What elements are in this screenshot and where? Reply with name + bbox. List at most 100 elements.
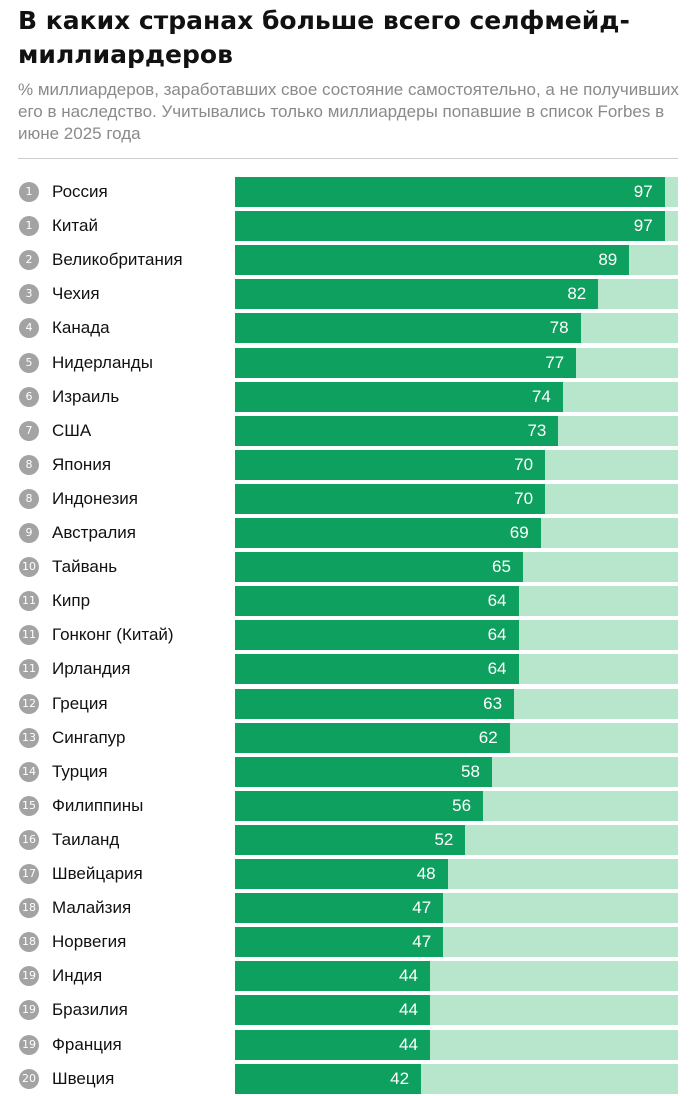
bar-track: 63 (235, 688, 678, 719)
rank-badge: 3 (19, 284, 39, 305)
rank-badge: 11 (19, 591, 39, 612)
country-label: Кипр (52, 591, 91, 611)
bar-track: 69 (235, 518, 678, 548)
chart-title: В каких странах больше всего селфмейд-ми… (18, 6, 630, 69)
bar-track: 77 (235, 347, 678, 378)
bar-row: 9 Австралия 69 (0, 516, 700, 550)
rank-badge: 19 (19, 1034, 39, 1055)
bar-value-label: 73 (527, 420, 547, 440)
bar-value-label: 64 (487, 591, 507, 611)
bar-value-label: 44 (398, 966, 418, 986)
country-label: Ирландия (52, 659, 131, 679)
country-label: Малайзия (52, 898, 132, 918)
rank-badge: 19 (19, 966, 39, 987)
bar-value-label: 77 (545, 352, 565, 372)
country-label: Нидерланды (52, 352, 153, 372)
rank-badge: 8 (19, 454, 39, 475)
bar-value-label: 47 (412, 898, 432, 918)
bar-track: 64 (235, 586, 678, 617)
rank-badge: 18 (19, 898, 39, 919)
bar-row: 10 Тайвань 65 (0, 550, 700, 584)
bar (235, 995, 430, 1026)
bar-value-label: 44 (398, 1034, 418, 1054)
bar-track: 48 (235, 859, 678, 889)
rank-badge: 6 (19, 386, 39, 407)
rank-badge: 2 (19, 250, 39, 271)
country-label: Сингапур (52, 727, 126, 747)
bar (235, 415, 559, 446)
bar (235, 381, 563, 412)
bar-track: 47 (235, 927, 678, 958)
bar (235, 893, 444, 924)
bar (235, 347, 577, 378)
chart-subtitle: % миллиардеров, заработавших свое состоя… (18, 80, 679, 143)
bar-row: 3 Чехия 82 (0, 277, 700, 311)
bar (235, 961, 430, 992)
country-label: Таиланд (52, 829, 120, 849)
country-label: Филиппины (52, 795, 144, 815)
bar-value-label: 42 (390, 1068, 410, 1088)
country-label: Швейцария (52, 864, 143, 883)
bar-value-label: 74 (531, 386, 551, 406)
bar-value-label: 65 (492, 557, 511, 577)
rank-badge: 7 (19, 420, 39, 441)
country-label: Чехия (52, 284, 100, 304)
rank-badge: 5 (19, 352, 39, 373)
bar-row: 8 Индонезия 70 (0, 482, 700, 516)
bar-row: 15 Филиппины 56 (0, 789, 700, 823)
rank-badge: 17 (19, 864, 39, 884)
rank-badge: 12 (19, 693, 39, 714)
bar-value-label: 44 (398, 1000, 418, 1020)
bar-value-label: 63 (483, 693, 503, 713)
bar-row: 12 Греция 63 (0, 687, 700, 721)
bar-row: 6 Израиль 74 (0, 380, 700, 414)
bar-track: 58 (235, 756, 678, 787)
rank-badge: 15 (19, 795, 39, 816)
bar-row: 19 Франция 44 (0, 1028, 700, 1062)
bar (235, 552, 523, 583)
bar-track: 42 (235, 1063, 678, 1094)
country-label: США (52, 420, 92, 440)
bar-row: 16 Таиланд 52 (0, 823, 700, 857)
rank-badge: 11 (19, 659, 39, 680)
bar-track: 97 (235, 211, 678, 242)
rank-badge: 8 (19, 488, 39, 509)
country-label: Бразилия (52, 1000, 128, 1020)
bar (235, 586, 519, 617)
bar-track: 44 (235, 961, 678, 992)
bar-value-label: 58 (461, 761, 480, 781)
bar-row: 11 Гонконг (Китай) 64 (0, 618, 700, 652)
bar (235, 688, 515, 719)
bar-track: 73 (235, 415, 678, 446)
country-label: Россия (52, 182, 108, 201)
bar-row: 14 Турция 58 (0, 755, 700, 789)
country-label: Китай (52, 216, 98, 236)
rank-badge: 10 (19, 557, 39, 578)
bar-row: 18 Норвегия 47 (0, 925, 700, 959)
bar-row: 4 Канада 78 (0, 311, 700, 345)
bar-track: 52 (235, 824, 678, 855)
bar-value-label: 62 (478, 727, 498, 747)
rank-badge: 1 (19, 216, 39, 237)
country-label: Индия (52, 966, 103, 986)
bar-value-label: 97 (633, 216, 653, 236)
bar-row: 2 Великобритания 89 (0, 243, 700, 277)
bar-track: 56 (235, 790, 678, 821)
bar-row: 1 Россия 97 (0, 175, 700, 209)
country-label: Израиль (52, 386, 120, 406)
bar (235, 859, 448, 889)
bar-track: 44 (235, 1029, 678, 1060)
bar-row: 8 Япония 70 (0, 448, 700, 482)
bar-track: 62 (235, 722, 678, 753)
country-label: Тайвань (52, 557, 118, 577)
bar-track: 70 (235, 483, 678, 514)
bar (235, 927, 444, 958)
country-label: Австралия (52, 523, 136, 542)
bar (235, 756, 492, 787)
bar-row: 20 Швеция 42 (0, 1062, 700, 1096)
country-label: Великобритания (52, 250, 183, 270)
bar-value-label: 56 (452, 795, 472, 815)
bar-track: 74 (235, 381, 678, 412)
bar-value-label: 97 (633, 182, 653, 201)
rank-badge: 19 (19, 1000, 39, 1021)
